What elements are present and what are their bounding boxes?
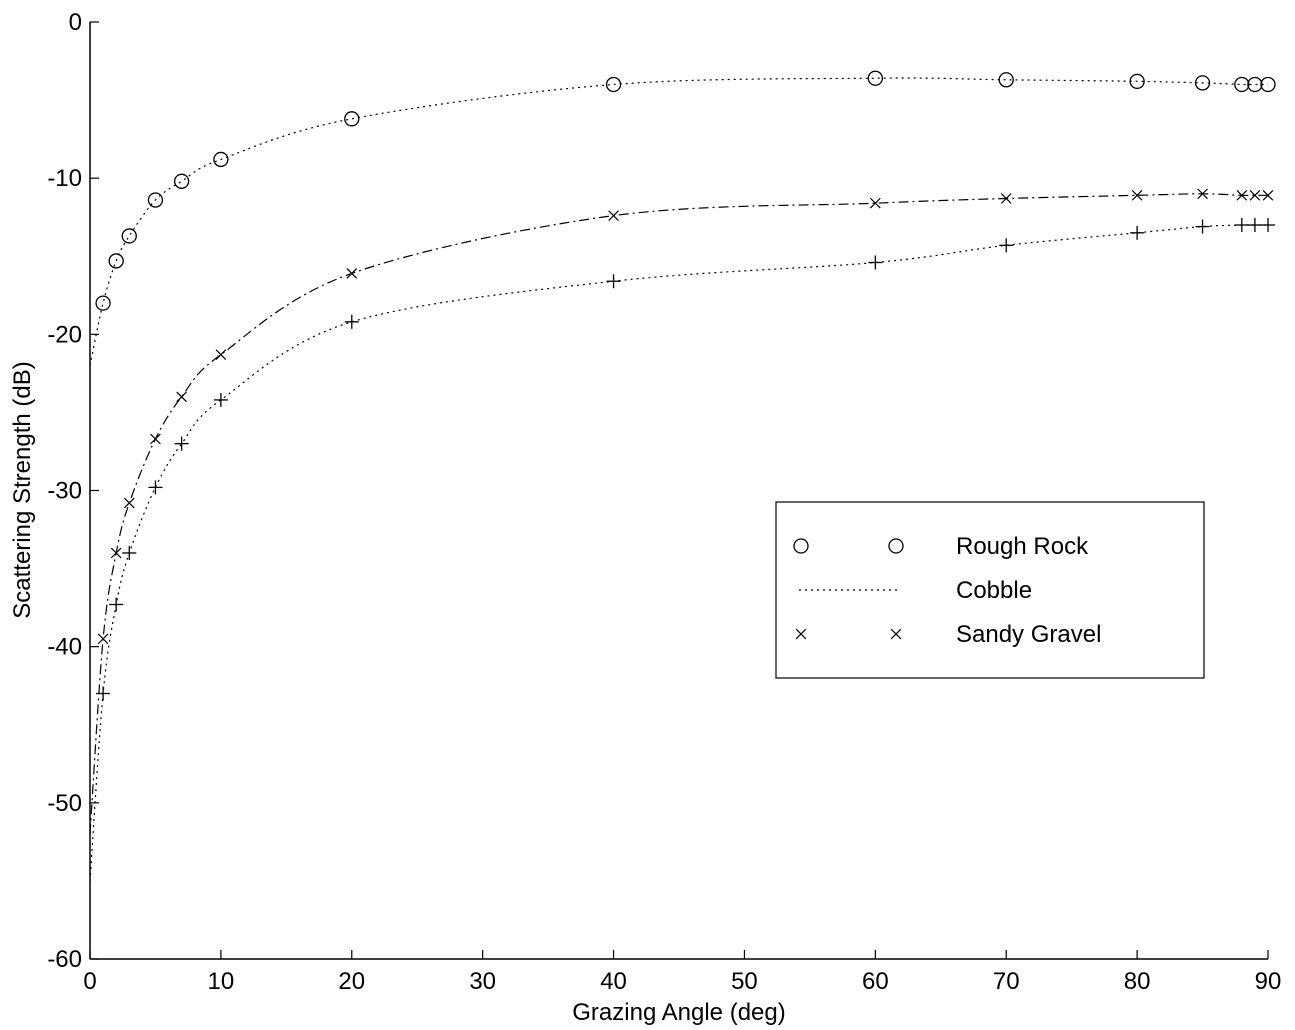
y-axis-label: Scattering Strength (dB): [9, 361, 36, 618]
x-tick-label: 60: [862, 968, 889, 995]
x-tick-label: 70: [993, 968, 1020, 995]
data-point-rough-rock: [108, 253, 124, 269]
x-tick-label: 50: [731, 968, 758, 995]
data-point-rough-rock: [1129, 73, 1145, 89]
series-line-sandy-gravel: [89, 193, 1268, 835]
y-tick-label: -10: [47, 165, 82, 192]
legend: Rough Rock Cobble Sandy Gravel: [775, 501, 1205, 679]
series-line-rough-rock: [89, 77, 1268, 366]
data-point-cobble: [1234, 218, 1249, 233]
data-point-rough-rock: [1194, 75, 1211, 91]
data-point-sandy-gravel: [1249, 190, 1261, 201]
data-point-rough-rock: [998, 72, 1014, 88]
data-point-cobble: [1261, 218, 1275, 233]
legend-marker-sandy-gravel: [795, 628, 807, 640]
data-point-rough-rock: [1260, 76, 1276, 93]
x-tick-label: 20: [338, 968, 365, 995]
series-sandy-gravel: [89, 188, 1274, 835]
data-point-rough-rock: [121, 228, 137, 244]
data-point-cobble: [109, 597, 124, 612]
data-point-cobble: [213, 392, 228, 407]
y-tick-label: 0: [69, 9, 82, 36]
legend-marker-rough-rock: [888, 538, 904, 554]
data-point-cobble: [868, 255, 883, 270]
x-tick-label: 80: [1124, 968, 1151, 995]
legend-marker-rough-rock: [793, 538, 809, 554]
series-layer: [89, 70, 1276, 881]
legend-label-rough-rock: Rough Rock: [956, 533, 1089, 560]
y-tick-label: -50: [47, 790, 82, 817]
series-rough-rock: [89, 70, 1276, 366]
y-tick-label: -40: [47, 634, 82, 661]
data-point-sandy-gravel: [1131, 190, 1143, 201]
data-point-rough-rock: [867, 70, 883, 86]
legend-marker-sandy-gravel: [890, 628, 902, 640]
data-point-cobble: [122, 545, 137, 560]
data-point-sandy-gravel: [110, 547, 122, 559]
data-point-sandy-gravel: [215, 349, 227, 360]
data-point-cobble: [999, 238, 1014, 253]
data-point-sandy-gravel: [870, 197, 881, 209]
y-tick-label: -60: [47, 946, 82, 973]
data-point-sandy-gravel: [176, 391, 187, 403]
data-point-rough-rock: [147, 192, 164, 208]
x-tick-label: 10: [208, 968, 235, 995]
data-point-cobble: [1195, 219, 1210, 234]
data-point-sandy-gravel: [97, 633, 109, 645]
data-point-cobble: [344, 314, 359, 329]
data-point-sandy-gravel: [1000, 193, 1012, 204]
data-point-cobble: [148, 480, 163, 495]
data-point-cobble: [1130, 225, 1145, 240]
data-point-rough-rock: [1247, 76, 1263, 93]
x-axis-label: Grazing Angle (deg): [572, 999, 785, 1026]
legend-label-cobble: Cobble: [956, 577, 1032, 604]
data-point-sandy-gravel: [346, 268, 358, 279]
legend-entry-sandy-gravel: Sandy Gravel: [795, 621, 1101, 648]
data-point-cobble: [606, 274, 621, 289]
data-point-rough-rock: [95, 295, 111, 311]
data-point-sandy-gravel: [150, 433, 161, 445]
data-point-sandy-gravel: [1262, 190, 1274, 201]
y-tick-label: -30: [47, 478, 82, 505]
x-tick-label: 40: [600, 968, 627, 995]
series-cobble: [89, 218, 1275, 881]
data-point-sandy-gravel: [1197, 188, 1208, 200]
legend-entry-rough-rock: Rough Rock: [793, 533, 1089, 560]
legend-entry-cobble: Cobble: [799, 577, 1032, 604]
data-point-rough-rock: [605, 76, 622, 93]
data-point-rough-rock: [173, 173, 190, 189]
data-point-sandy-gravel: [1236, 190, 1248, 201]
data-point-rough-rock: [344, 111, 360, 127]
data-point-cobble: [1247, 218, 1262, 233]
x-tick-label: 90: [1255, 968, 1282, 995]
data-point-rough-rock: [213, 151, 229, 168]
x-tick-label: 0: [83, 968, 96, 995]
legend-label-sandy-gravel: Sandy Gravel: [956, 621, 1101, 648]
data-point-cobble: [174, 436, 189, 451]
x-tick-label: 30: [469, 968, 496, 995]
y-tick-label: -20: [47, 321, 82, 348]
data-point-sandy-gravel: [123, 497, 135, 509]
data-point-rough-rock: [1234, 76, 1250, 93]
data-point-sandy-gravel: [608, 210, 619, 221]
axes: 0 10 20 30 40 50 60 70 80 90 0 -10 -20 -30 -40 -50 -60: [47, 9, 1281, 995]
